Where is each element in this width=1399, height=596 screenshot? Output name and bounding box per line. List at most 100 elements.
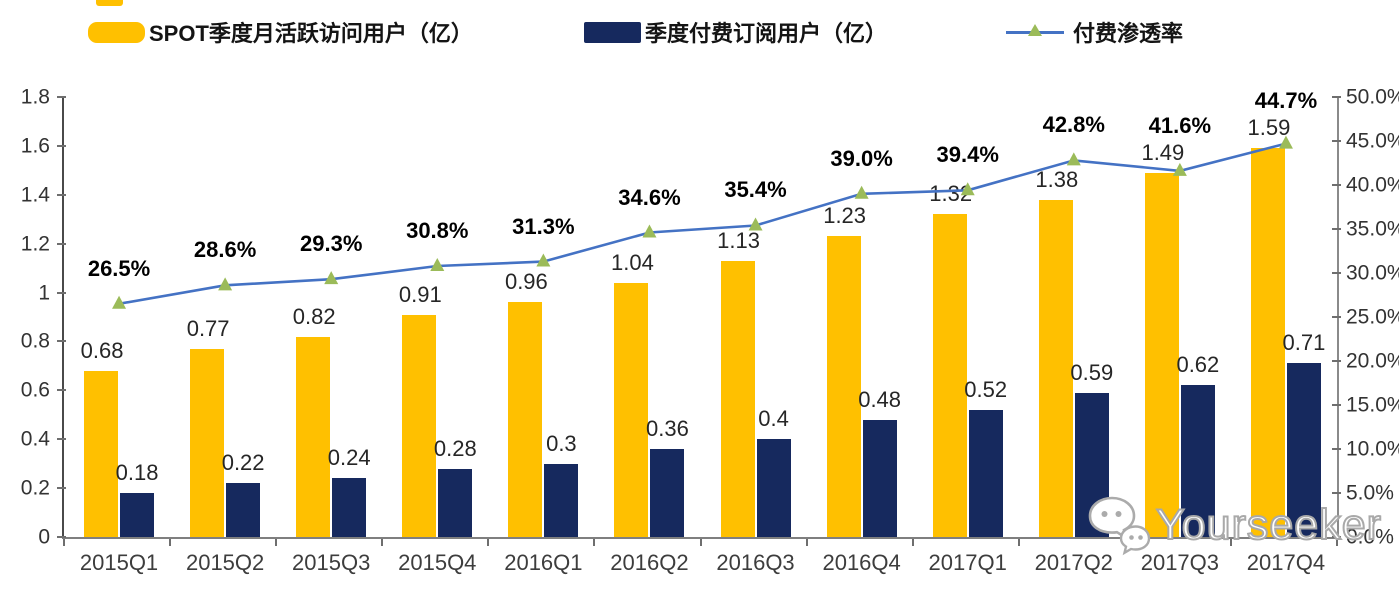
left-axis-tick [57,487,66,490]
mau-bar [1038,199,1073,537]
left-axis-tick [57,389,66,392]
subs-bar [438,468,473,537]
mau-bar-label: 1.23 [823,203,867,229]
left-axis-tick [57,242,66,245]
mau-bar-label: 0.91 [398,281,442,307]
right-axis-tick [1332,448,1341,450]
x-axis-tick [911,539,914,546]
mau-bar [1250,148,1285,537]
right-axis-tick [1332,360,1341,362]
x-axis-label: 2015Q3 [292,550,371,575]
left-axis-tick-label: 1.2 [20,232,50,256]
subs-bar-label: 0.52 [964,376,1008,402]
subs-bar-label: 0.22 [221,450,265,476]
left-axis-tick-label: 1.8 [20,85,50,109]
x-axis-tick [1336,539,1338,546]
subscribers-legend-swatch [584,21,641,43]
right-axis-tick [1332,404,1341,406]
left-axis-tick [57,144,66,147]
x-axis-label: 2017Q3 [1140,550,1220,575]
x-axis-label: 2016Q1 [504,550,583,575]
subs-bar [1180,385,1215,537]
subs-bar [226,483,261,537]
penetration-legend-swatch [1006,20,1064,44]
bottom-axis-line [62,537,1339,539]
left-axis-tick [57,291,66,294]
x-axis-label: 2016Q4 [822,550,901,575]
subs-bar [1286,363,1321,537]
subs-bar [544,463,579,537]
penetration-legend-label: 付费渗透率 [1073,21,1184,46]
mau-bar [508,302,543,537]
mau-bar-label: 1.49 [1141,139,1185,165]
subs-bar-label: 0.3 [546,430,577,456]
legend-item-subscribers: 季度付费订阅用户（亿） [584,17,887,47]
right-axis-tick [1332,536,1341,538]
subs-bar-label: 0.62 [1176,352,1220,378]
left-axis-tick-label: 1.4 [20,183,50,207]
mau-legend-swatch [88,21,145,43]
right-axis-tick [1332,316,1341,318]
subs-bar-label: 0.36 [646,416,689,441]
penetration-marker [854,185,869,199]
subs-bar [332,478,367,537]
subs-bar [120,493,155,537]
right-axis-tick-label: 30.0% [1346,261,1399,285]
left-axis-tick-label: 1 [38,281,50,305]
x-axis-tick [487,539,490,546]
penetration-label: 26.5% [87,255,151,281]
mau-bar [296,336,331,537]
left-axis-tick [57,438,66,441]
right-axis-tick-label: 45.0% [1346,129,1399,153]
mau-bar-label: 0.82 [292,303,336,329]
penetration-marker [642,224,657,238]
right-axis-tick [1332,272,1341,274]
right-axis-tick-label: 35.0% [1346,217,1399,241]
legend-item-penetration: 付费渗透率 [1006,17,1183,47]
x-axis-label: 2015Q2 [185,550,265,575]
x-axis-tick [699,539,702,546]
subs-bar-label: 0.59 [1070,359,1114,385]
mau-bar [402,314,437,537]
x-axis-tick [381,539,384,546]
mau-bar-label: 1.04 [611,249,654,275]
x-axis-label: 2017Q2 [1034,550,1113,575]
penetration-label: 39.0% [830,145,893,171]
mau-bar [84,370,119,537]
left-axis-tick [57,340,66,343]
right-axis-tick-label: 5.0% [1346,481,1394,505]
mau-bar-label: 1.59 [1247,115,1291,141]
left-axis-tick [57,536,66,538]
right-axis-tick-label: 0.0% [1346,525,1394,549]
x-axis-label: 2015Q1 [79,550,159,575]
subs-bar-label: 0.24 [327,445,371,471]
subs-bar-label: 0.71 [1282,330,1326,356]
mau-bar-label: 0.96 [504,269,548,295]
x-axis-tick [805,539,808,546]
subs-bar-label: 0.18 [115,460,159,485]
right-axis-tick-label: 20.0% [1346,349,1399,373]
x-axis-tick [275,539,278,546]
subs-bar [650,449,685,537]
mau-bar-label: 1.38 [1035,166,1079,192]
x-axis-label: 2017Q4 [1246,550,1326,575]
penetration-label: 30.8% [406,217,469,243]
left-axis-line [62,97,64,537]
penetration-marker [324,271,339,285]
right-axis-tick [1332,184,1341,186]
subs-bar-label: 0.4 [758,406,789,432]
left-axis-tick-label: 0.2 [20,476,50,500]
x-axis-tick [1017,539,1020,546]
x-axis-tick [593,539,596,546]
right-axis-tick-label: 40.0% [1346,173,1399,197]
watermark: Yourseeker [1084,494,1382,556]
right-axis-tick [1332,96,1341,98]
mau-bar-label: 1.32 [929,181,973,207]
penetration-label: 41.6% [1148,112,1212,138]
penetration-marker [430,257,445,271]
mau-bar [720,260,755,537]
right-axis-tick-label: 10.0% [1346,437,1399,461]
legend-item-mau: SPOT季度月活跃访问用户（亿） [88,17,473,47]
subs-bar [756,439,791,537]
